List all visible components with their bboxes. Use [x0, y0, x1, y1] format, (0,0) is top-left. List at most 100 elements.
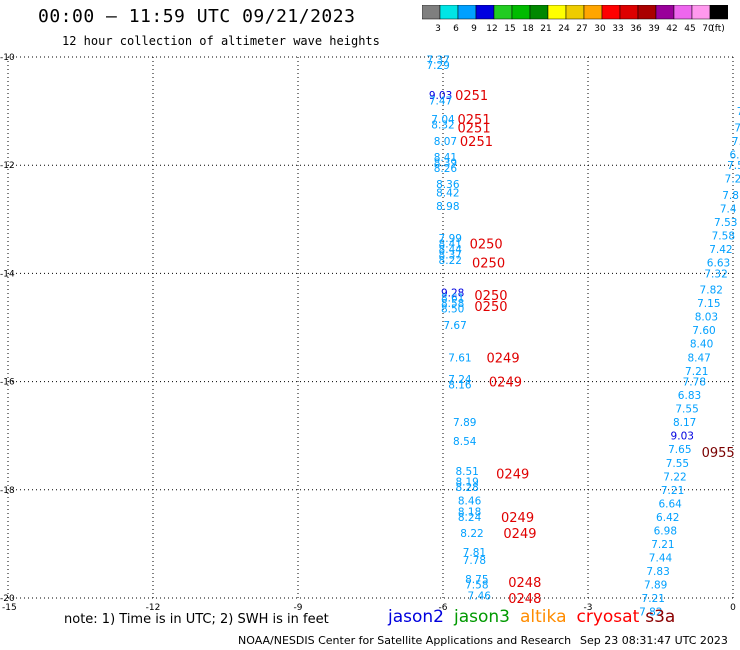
- colorbar-tick-label: 30: [594, 24, 606, 33]
- swh-value-label: 7.21: [685, 366, 708, 378]
- pass-time-label: 0249: [487, 351, 520, 366]
- pass-time-label: 0249: [489, 376, 522, 391]
- colorbar-tick-label: 70: [702, 24, 714, 33]
- units-note: note: 1) Time is in UTC; 2) SWH is in fe…: [64, 612, 329, 627]
- colorbar-tick-label: 6: [453, 24, 459, 33]
- pass-time-label: 0250: [470, 238, 503, 253]
- satellite-legend-cryosat: cryosat: [576, 607, 640, 627]
- pass-time-label: 0250: [472, 257, 505, 272]
- swh-value-label: 8.26: [434, 163, 458, 175]
- swh-value-label: 7.60: [692, 325, 715, 337]
- swh-value-label: 7.58: [712, 231, 735, 243]
- swh-value-label: 8.51: [455, 466, 478, 478]
- swh-value-label: 7.21: [651, 539, 674, 551]
- pass-time-label: 0249: [496, 468, 529, 483]
- swh-value-label: 7.55: [666, 458, 689, 470]
- y-tick-label: -20: [0, 594, 15, 604]
- swh-value-label: 7.47: [429, 95, 452, 107]
- swh-value-label: 8.22: [460, 528, 483, 540]
- pass-time-label: 0248: [508, 592, 541, 607]
- swh-value-label: 8.54: [453, 436, 477, 448]
- swh-value-label: 7.58: [465, 579, 488, 591]
- colorbar-tick-label: 39: [648, 24, 660, 33]
- x-tick-label: -12: [146, 603, 161, 613]
- swh-value-label: 8.42: [436, 187, 459, 199]
- colorbar-unit-label: (ft): [711, 24, 725, 33]
- swh-value-label: 8.17: [673, 417, 696, 429]
- swh-value-label: 7.37: [426, 55, 449, 67]
- swh-value-label: 9.03: [671, 431, 694, 443]
- swh-value-label: 8.36: [436, 179, 460, 191]
- swh-value-label: 6.63: [707, 258, 730, 270]
- satellite-legend-s3a: s3a: [645, 607, 676, 627]
- x-tick-label: -6: [439, 603, 448, 613]
- pass-time-label: 0249: [503, 527, 536, 542]
- swh-value-label: 7.55: [675, 404, 698, 416]
- swh-value-label: 7.29: [426, 60, 449, 72]
- swh-value-label: 7.53: [714, 217, 737, 229]
- y-tick-label: -14: [0, 269, 15, 279]
- colorbar-tick-label: 18: [522, 24, 534, 33]
- credit-line: NOAA/NESDIS Center for Satellite Applica…: [238, 634, 572, 647]
- pass-time-label: 0251: [458, 113, 491, 128]
- swh-value-label: 7.89: [453, 417, 476, 429]
- swh-value-label: 7.15: [697, 298, 720, 310]
- x-tick-label: 0: [730, 603, 736, 613]
- x-tick-label: -3: [584, 603, 593, 613]
- swh-value-label: 6.83: [678, 390, 701, 402]
- swh-value-label: 7.82: [639, 607, 662, 619]
- chart-title: 00:00 – 11:59 UTC 09/21/2023: [38, 6, 356, 27]
- swh-value-label: 7.67: [443, 320, 466, 332]
- y-tick-label: -16: [0, 378, 15, 388]
- colorbar-tick-label: 45: [684, 24, 695, 33]
- pass-time-label: 0251: [455, 89, 488, 104]
- swh-value-label: 6.98: [654, 525, 677, 537]
- pass-time-label: 0250: [474, 300, 507, 315]
- swh-value-label: 8.75: [465, 574, 488, 586]
- swh-value-label: 6.9: [729, 149, 740, 161]
- swh-value-label: 7.78: [463, 555, 486, 567]
- x-tick-label: -15: [2, 603, 17, 613]
- colorbar-tick-label: 42: [666, 24, 677, 33]
- pass-time-label: 0248: [508, 576, 541, 591]
- swh-value-label: 8.32: [431, 120, 454, 132]
- swh-value-label: 8.03: [695, 312, 718, 324]
- swh-value-label: 8.61: [441, 293, 464, 305]
- satellite-legend-altika: altika: [520, 607, 567, 627]
- swh-value-label: 7.32: [704, 268, 727, 280]
- colorbar-tick-label: 15: [504, 24, 515, 33]
- swh-value-label: 7.2: [725, 174, 740, 186]
- swh-value-label: 7.21: [642, 593, 665, 605]
- swh-value-label: 8.41: [439, 239, 462, 251]
- colorbar-swatch: [709, 5, 728, 20]
- swh-value-label: 8.18: [458, 506, 481, 518]
- satellite-legend-jason3: jason3: [454, 607, 510, 627]
- swh-value-label: 8.24: [458, 512, 482, 524]
- colorbar-tick-label: 12: [486, 24, 497, 33]
- swh-value-label: 9.03: [429, 90, 452, 102]
- swh-value-label: 7.44: [649, 552, 673, 564]
- color-scale-legend: 3 6 9 12 15 18 21 24 27 30 33 36 39 42 45 70(ft): [422, 5, 728, 33]
- swh-value-label: 7.61: [448, 352, 471, 364]
- y-tick-label: -10: [0, 53, 15, 63]
- swh-value-label: 8.16: [448, 379, 472, 391]
- swh-value-label: 8.46: [458, 496, 482, 508]
- swh-value-label: 8.19: [455, 477, 478, 489]
- colorbar-tick-label: 9: [471, 24, 477, 33]
- colorbar-tick-label: 21: [540, 24, 551, 33]
- pass-time-label: 0955: [702, 446, 735, 461]
- generated-timestamp: Sep 23 08:31:47 UTC 2023: [580, 634, 728, 647]
- swh-value-label: 7.65: [668, 444, 691, 456]
- swh-value-label: 8.37: [439, 249, 462, 261]
- swh-value-label: 7.83: [646, 566, 669, 578]
- swh-value-label: 7.21: [661, 485, 684, 497]
- swh-value-label: 7.5: [737, 106, 740, 118]
- swh-value-label: 7.89: [644, 579, 667, 591]
- swh-value-label: 8.47: [687, 352, 710, 364]
- swh-value-label: 8.22: [439, 255, 462, 267]
- swh-value-label: 7.5: [732, 136, 740, 148]
- y-tick-label: -12: [0, 161, 15, 171]
- swh-value-label: 7.04: [431, 114, 455, 126]
- colorbar-tick-label: 27: [576, 24, 587, 33]
